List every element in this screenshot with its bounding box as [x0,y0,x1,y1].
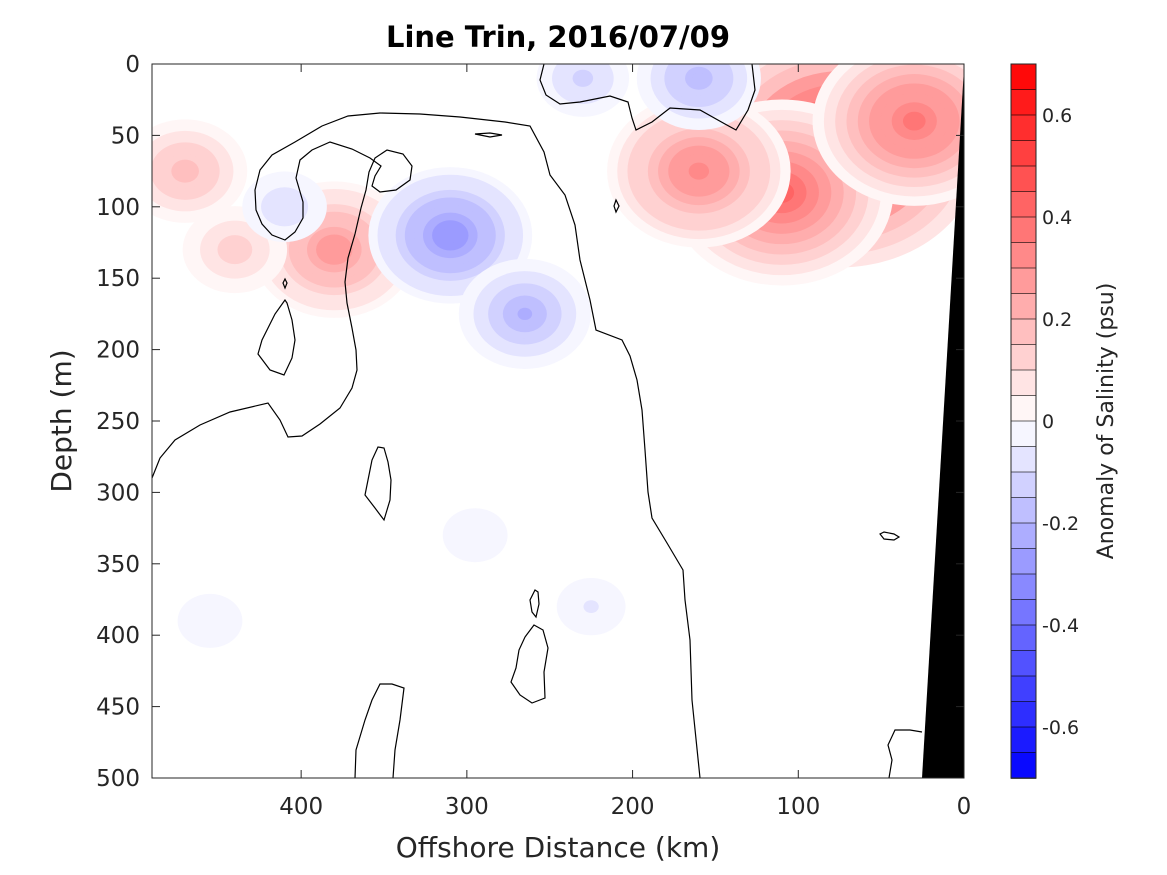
colorbar-segment [1010,726,1037,754]
colorbar-tick-label: 0.4 [1042,207,1072,229]
colorbar-tick-label: 0.6 [1042,105,1072,127]
anomaly-field [152,64,964,648]
zero-contours [152,64,923,778]
y-tick-label: 200 [96,338,140,364]
colorbar-segment [1010,752,1037,779]
anomaly-cell [458,258,591,369]
colorbar-tick-label: -0.4 [1042,615,1079,637]
x-tick-label: 100 [776,794,820,820]
colorbar-segment [1010,293,1037,320]
colorbar-segment [1010,63,1037,91]
colorbar-segment [1010,522,1037,550]
colorbar-segment [1010,675,1037,703]
anomaly-level [279,202,290,211]
anomaly-level [325,242,344,258]
colorbar-tick-label: 0.2 [1042,309,1072,331]
zero-contour-island-6 [529,589,540,619]
colorbar-tick-label: -0.2 [1042,513,1079,535]
anomaly-level [691,72,706,85]
anomaly-level [229,244,241,255]
x-tick-label: 300 [445,794,489,820]
colorbar-segment [1010,624,1037,652]
colorbar-segment [1010,216,1037,244]
x-tick-label: 400 [279,794,323,820]
anomaly-cell [152,119,248,223]
colorbar-segment [1010,599,1037,626]
colorbar-segment [1010,242,1037,269]
y-tick-label: 0 [125,52,140,78]
anomaly-cell [556,577,626,636]
anomaly-level [441,227,460,243]
x-axis-title: Offshore Distance (km) [396,831,721,864]
zero-contour-main [152,112,701,778]
zero-contour-island-5 [364,446,392,522]
y-tick-label: 450 [96,695,140,721]
colorbar-segment [1010,89,1037,116]
colorbar-segment [1010,369,1037,397]
zero-contour-island-4 [613,198,620,214]
colorbar-segment [1010,267,1037,295]
anomaly-cell [368,167,533,304]
bottom-topography-mask [922,68,964,778]
y-axis-title: Depth (m) [45,349,78,492]
colorbar-segment [1010,573,1037,601]
colorbar-title: Anomaly of Salinity (psu) [1094,283,1119,560]
colorbar-tick-label: 0 [1042,411,1054,433]
colorbar-segment [1010,497,1037,524]
anomaly-level [587,603,595,610]
y-tick-label: 100 [96,195,140,221]
zero-contour-island-2 [282,277,288,290]
colorbar-frame [1010,63,1037,779]
zero-contour-island-8 [879,531,901,541]
colorbar-segment [1010,701,1037,728]
anomaly-level [178,165,193,177]
colorbar-segment [1010,548,1037,575]
colorbar-segment [1010,446,1037,473]
anomaly-cell [177,593,243,648]
colorbar-segment [1010,420,1037,448]
colorbar-segment [1010,395,1037,422]
colorbar-segment [1010,471,1037,499]
y-tick-label: 50 [111,123,140,149]
y-tick-label: 300 [96,480,140,506]
zero-contour-island-1 [257,298,296,376]
anomaly-cell [607,94,791,248]
colorbar-segment [1010,165,1037,193]
zero-contour-island-7 [510,624,549,704]
y-tick-label: 350 [96,552,140,578]
y-tick-label: 500 [96,766,140,792]
anomaly-level [206,617,214,624]
anomaly-level [517,307,533,321]
y-axis: 0 50 100 150 200 250 300 350 400 450 500 [96,52,964,792]
plot-area [152,64,964,778]
x-tick-label: 200 [611,794,655,820]
chart-title: Line Trin, 2016/07/09 [386,20,730,54]
colorbar-segment [1010,318,1037,346]
y-tick-label: 400 [96,623,140,649]
anomaly-cell [812,64,964,206]
zero-contour-bottom-1 [354,683,405,778]
anomaly-cell [442,508,508,563]
anomaly-level [688,162,710,180]
anomaly-cell [636,64,761,131]
colorbar: 0.6 0.4 0.2 0 -0.2 -0.4 -0.6 [1010,63,1079,779]
colorbar-segment [1010,191,1037,218]
anomaly-level [471,532,479,539]
colorbar-segment [1010,140,1037,167]
zero-contour-island-3 [474,132,503,138]
colorbar-segment [1010,114,1037,142]
y-tick-label: 150 [96,266,140,292]
colorbar-segment [1010,344,1037,371]
zero-contour-bottom-2 [887,729,923,778]
colorbar-segment [1010,650,1037,677]
x-axis: 400 300 200 100 0 [279,64,971,820]
y-tick-label: 250 [96,409,140,435]
x-tick-label: 0 [957,794,972,820]
zero-contour-surface [539,64,756,131]
anomaly-cell [242,171,327,243]
anomaly-level [902,111,926,131]
anomaly-level [577,73,588,83]
colorbar-tick-label: -0.6 [1042,717,1079,739]
